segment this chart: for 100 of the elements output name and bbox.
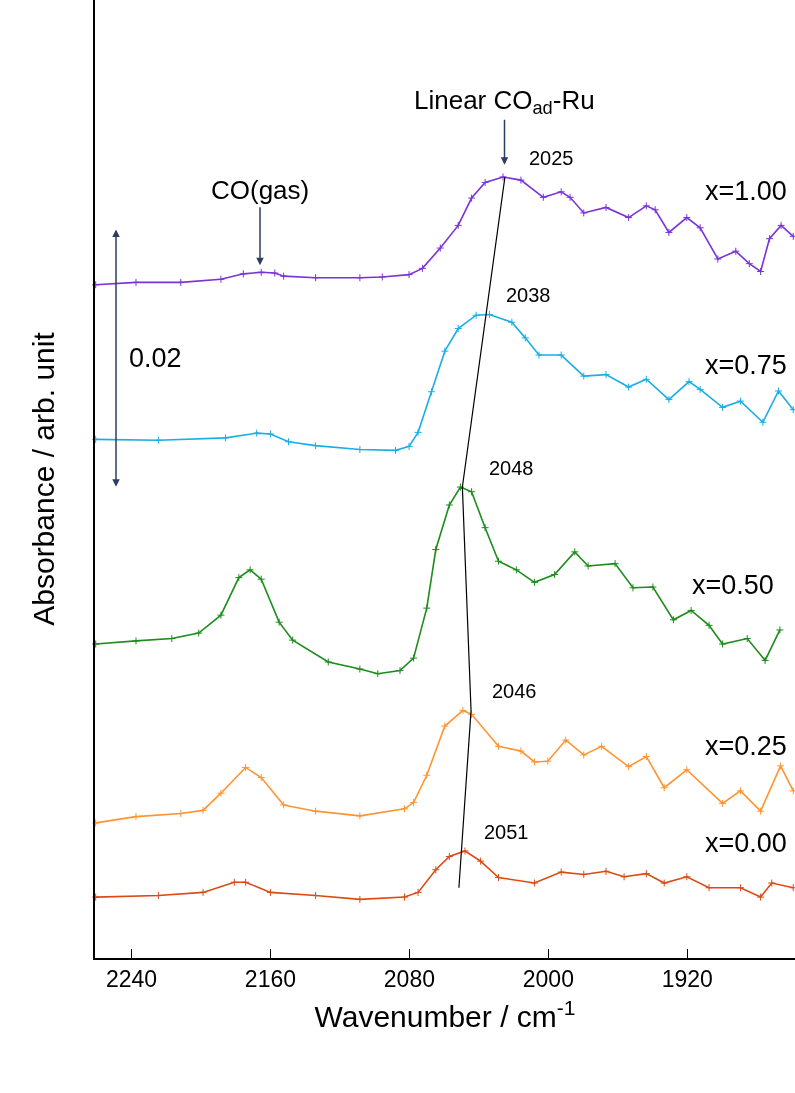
point [775, 625, 784, 634]
point [355, 445, 364, 454]
point [409, 798, 418, 807]
point [252, 429, 261, 438]
point [543, 757, 552, 766]
x-axis-title: Wavenumber / cm$^{-1}$ [314, 995, 576, 1034]
point [405, 270, 414, 279]
point [246, 565, 255, 574]
point [736, 397, 745, 406]
point [355, 895, 364, 904]
point [687, 606, 696, 615]
point [216, 275, 225, 284]
point [758, 418, 767, 427]
point [400, 893, 409, 902]
point [756, 807, 765, 816]
point [620, 872, 629, 881]
point [566, 193, 575, 202]
point [427, 387, 436, 396]
point [279, 272, 288, 281]
point [682, 765, 691, 774]
point [154, 436, 163, 445]
point [756, 893, 765, 902]
point [91, 893, 100, 902]
series-label: x=0.25 [705, 731, 787, 761]
point [257, 773, 266, 782]
point [776, 761, 785, 770]
point [602, 370, 611, 379]
point [481, 178, 490, 187]
point [241, 763, 250, 772]
point [718, 403, 727, 412]
point [660, 783, 669, 792]
point [396, 666, 405, 675]
x-tick-label: 2000 [522, 966, 574, 993]
point [288, 636, 297, 645]
point [705, 621, 714, 630]
point [713, 254, 722, 263]
point [234, 573, 243, 582]
point [584, 561, 593, 570]
point [400, 804, 409, 813]
point [530, 879, 539, 888]
point [516, 747, 525, 756]
point [373, 669, 382, 678]
point [440, 722, 449, 731]
point [324, 657, 333, 666]
point [539, 193, 548, 202]
annotation: 2048 [489, 457, 534, 479]
point [628, 583, 637, 592]
point [422, 771, 431, 780]
point [456, 483, 465, 492]
point [194, 629, 203, 638]
point [216, 611, 225, 620]
point [736, 883, 745, 892]
point [696, 223, 705, 232]
point [718, 799, 727, 808]
point [745, 259, 754, 268]
point [642, 869, 651, 878]
point [664, 395, 673, 404]
point [579, 870, 588, 879]
annotation: 0.02 [129, 343, 182, 373]
annotation: 2025 [529, 147, 574, 169]
point [664, 228, 673, 237]
point [557, 868, 566, 877]
point [91, 818, 100, 827]
point [414, 888, 423, 897]
x-tick-label: 2240 [105, 966, 158, 993]
point [579, 208, 588, 217]
point [266, 888, 275, 897]
point [431, 865, 440, 874]
point [239, 269, 248, 278]
point [216, 789, 225, 798]
point [199, 888, 208, 897]
point [516, 176, 525, 185]
point [409, 654, 418, 663]
point [467, 194, 476, 203]
point [445, 852, 454, 861]
point [642, 752, 651, 761]
point [91, 640, 100, 649]
point [696, 385, 705, 394]
point [284, 437, 293, 446]
point [405, 442, 414, 451]
point [756, 267, 765, 276]
point [777, 221, 786, 230]
point [454, 324, 463, 333]
point [624, 213, 633, 222]
series-label: x=1.00 [705, 176, 787, 206]
point [241, 878, 250, 887]
point [579, 750, 588, 759]
point [355, 811, 364, 820]
point [624, 383, 633, 392]
point [279, 800, 288, 809]
point [512, 565, 521, 574]
point [669, 615, 678, 624]
annotation: 2038 [506, 284, 551, 306]
point [436, 244, 445, 253]
point [579, 372, 588, 381]
series-label: x=0.75 [705, 350, 787, 380]
point [648, 583, 657, 592]
point [476, 857, 485, 866]
point [311, 441, 320, 450]
point [570, 547, 579, 556]
